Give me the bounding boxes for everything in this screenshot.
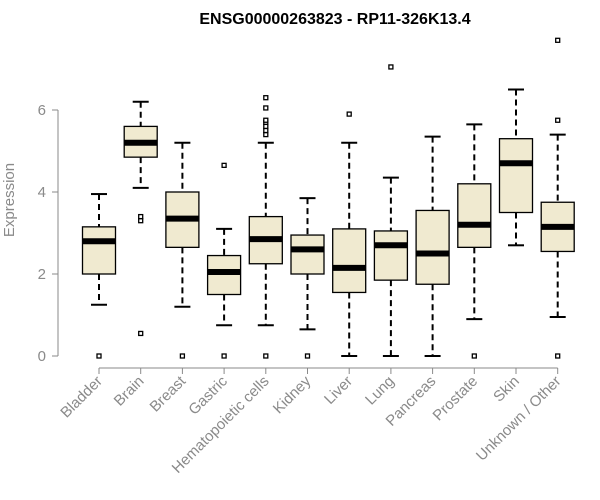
box-prostate (457, 123, 492, 359)
y-tick-label: 0 (38, 348, 46, 365)
y-axis: 0 2 4 6 (38, 102, 59, 365)
box-bladder (81, 193, 117, 359)
outlier-point (138, 218, 144, 224)
outlier-point (263, 105, 269, 111)
outlier-point (263, 117, 269, 123)
box-unknown-other (540, 37, 575, 359)
outlier-point (138, 330, 144, 337)
iqr-box (457, 183, 492, 249)
box-brain (123, 100, 158, 337)
outlier-point (263, 123, 269, 130)
outlier-point (388, 64, 394, 70)
outlier-point (555, 353, 561, 359)
chart-title: ENSG00000263823 - RP11-326K13.4 (199, 11, 470, 28)
x-tick-label: Skin (490, 373, 523, 406)
box-gastric (206, 162, 242, 359)
x-tick-label: Prostate (430, 373, 482, 425)
outlier-point (263, 131, 269, 138)
boxes-group (81, 37, 575, 359)
box-kidney (290, 197, 325, 359)
y-axis-label: Expression (1, 163, 18, 237)
box-liver (332, 111, 367, 357)
box-pancreas (415, 135, 450, 357)
iqr-box (373, 230, 409, 281)
outlier-point (471, 353, 477, 359)
outlier-point (263, 353, 269, 359)
y-tick-label: 6 (38, 102, 46, 119)
iqr-box (81, 226, 117, 275)
y-tick-label: 2 (38, 266, 46, 283)
box-hematopoietic-cells (248, 95, 283, 359)
y-tick-label: 4 (38, 184, 46, 201)
outlier-point (179, 353, 186, 359)
iqr-box (415, 209, 450, 285)
outlier-point (221, 353, 227, 359)
outlier-point (555, 117, 561, 123)
iqr-box (206, 254, 242, 296)
iqr-box (332, 228, 367, 294)
x-tick-label: Breast (147, 372, 190, 415)
x-tick-label: Kidney (270, 372, 315, 417)
outlier-point (96, 353, 102, 359)
x-tick-label: Liver (321, 373, 356, 408)
iqr-box (498, 138, 534, 214)
outlier-point (555, 37, 561, 43)
box-skin (498, 88, 534, 247)
x-tick-label: Brain (111, 373, 148, 410)
iqr-box (290, 234, 325, 275)
outlier-point (221, 162, 227, 169)
box-breast (165, 141, 200, 359)
box-lung (373, 64, 409, 357)
x-tick-label: Bladder (57, 373, 106, 422)
outlier-point (346, 111, 352, 117)
outlier-point (263, 127, 269, 134)
outlier-point (138, 213, 144, 220)
outlier-point (263, 95, 269, 101)
outlier-point (304, 353, 311, 359)
x-tick-label: Lung (362, 373, 398, 409)
